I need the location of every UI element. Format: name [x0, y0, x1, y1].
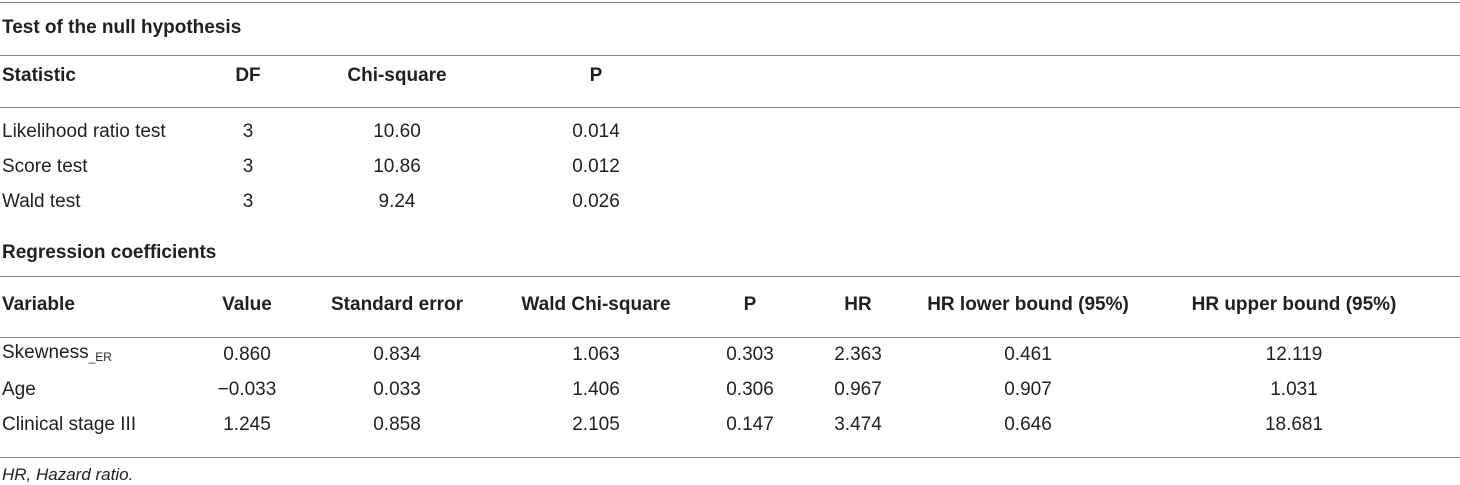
- table-cell: 9.24: [378, 191, 416, 212]
- table-cell: Score test: [2, 156, 88, 177]
- table-cell: 0.306: [726, 379, 774, 400]
- table-cell: 0.834: [373, 344, 421, 365]
- rule-line: [0, 337, 1460, 338]
- section-title: Regression coefficients: [2, 242, 217, 263]
- column-header: DF: [235, 65, 261, 86]
- table-cell: 0.646: [1004, 414, 1052, 435]
- table-cell: 10.86: [373, 156, 421, 177]
- rule-line: [0, 55, 1460, 56]
- column-header: HR lower bound (95%): [927, 294, 1129, 315]
- table-cell: 0.033: [373, 379, 421, 400]
- section-title: Test of the null hypothesis: [2, 17, 242, 38]
- table-cell: 10.60: [373, 121, 421, 142]
- column-header: Value: [222, 294, 272, 315]
- table-cell: 3: [242, 121, 254, 142]
- cell-subscript: _ER: [88, 350, 112, 364]
- table-cell: 0.461: [1004, 344, 1052, 365]
- table-cell: 1.406: [572, 379, 620, 400]
- table-cell: 0.303: [726, 344, 774, 365]
- column-header: HR upper bound (95%): [1191, 294, 1397, 315]
- table-cell: Skewness_ER: [2, 342, 112, 368]
- column-header: Statistic: [2, 65, 76, 86]
- table-cell: 2.105: [572, 414, 620, 435]
- rule-line: [0, 457, 1460, 458]
- footnote: HR, Hazard ratio.: [2, 465, 134, 484]
- table-cell: Likelihood ratio test: [2, 121, 166, 142]
- table-cell: 1.031: [1270, 379, 1318, 400]
- table-cell: 0.014: [572, 121, 620, 142]
- column-header: Wald Chi-square: [521, 294, 671, 315]
- rule-line: [0, 276, 1460, 277]
- table-cell: 2.363: [834, 344, 882, 365]
- column-header: P: [589, 65, 603, 86]
- column-header: Standard error: [331, 294, 463, 315]
- rule-line: [0, 107, 1460, 108]
- rule-line: [0, 2, 1460, 3]
- table-cell: −0.033: [217, 379, 277, 400]
- table-cell: Age: [2, 379, 36, 400]
- table-cell: 1.245: [223, 414, 271, 435]
- column-header: HR: [844, 294, 872, 315]
- column-header: P: [743, 294, 757, 315]
- cell-text: Skewness: [2, 342, 89, 363]
- table-cell: 3: [242, 156, 254, 177]
- table-cell: 1.063: [572, 344, 620, 365]
- table-cell: 3.474: [834, 414, 882, 435]
- table-cell: 0.147: [726, 414, 774, 435]
- table-cell: 0.858: [373, 414, 421, 435]
- table-cell: 0.860: [223, 344, 271, 365]
- table-cell: 0.967: [834, 379, 882, 400]
- table-cell: 0.907: [1004, 379, 1052, 400]
- table-cell: Wald test: [2, 191, 81, 212]
- table-cell: 3: [242, 191, 254, 212]
- table-cell: 0.026: [572, 191, 620, 212]
- table-cell: 12.119: [1265, 344, 1323, 365]
- table-cell: 18.681: [1264, 414, 1324, 435]
- column-header: Variable: [2, 294, 75, 315]
- table-cell: 0.012: [572, 156, 620, 177]
- column-header: Chi-square: [347, 65, 447, 86]
- table-cell: Clinical stage III: [2, 414, 137, 435]
